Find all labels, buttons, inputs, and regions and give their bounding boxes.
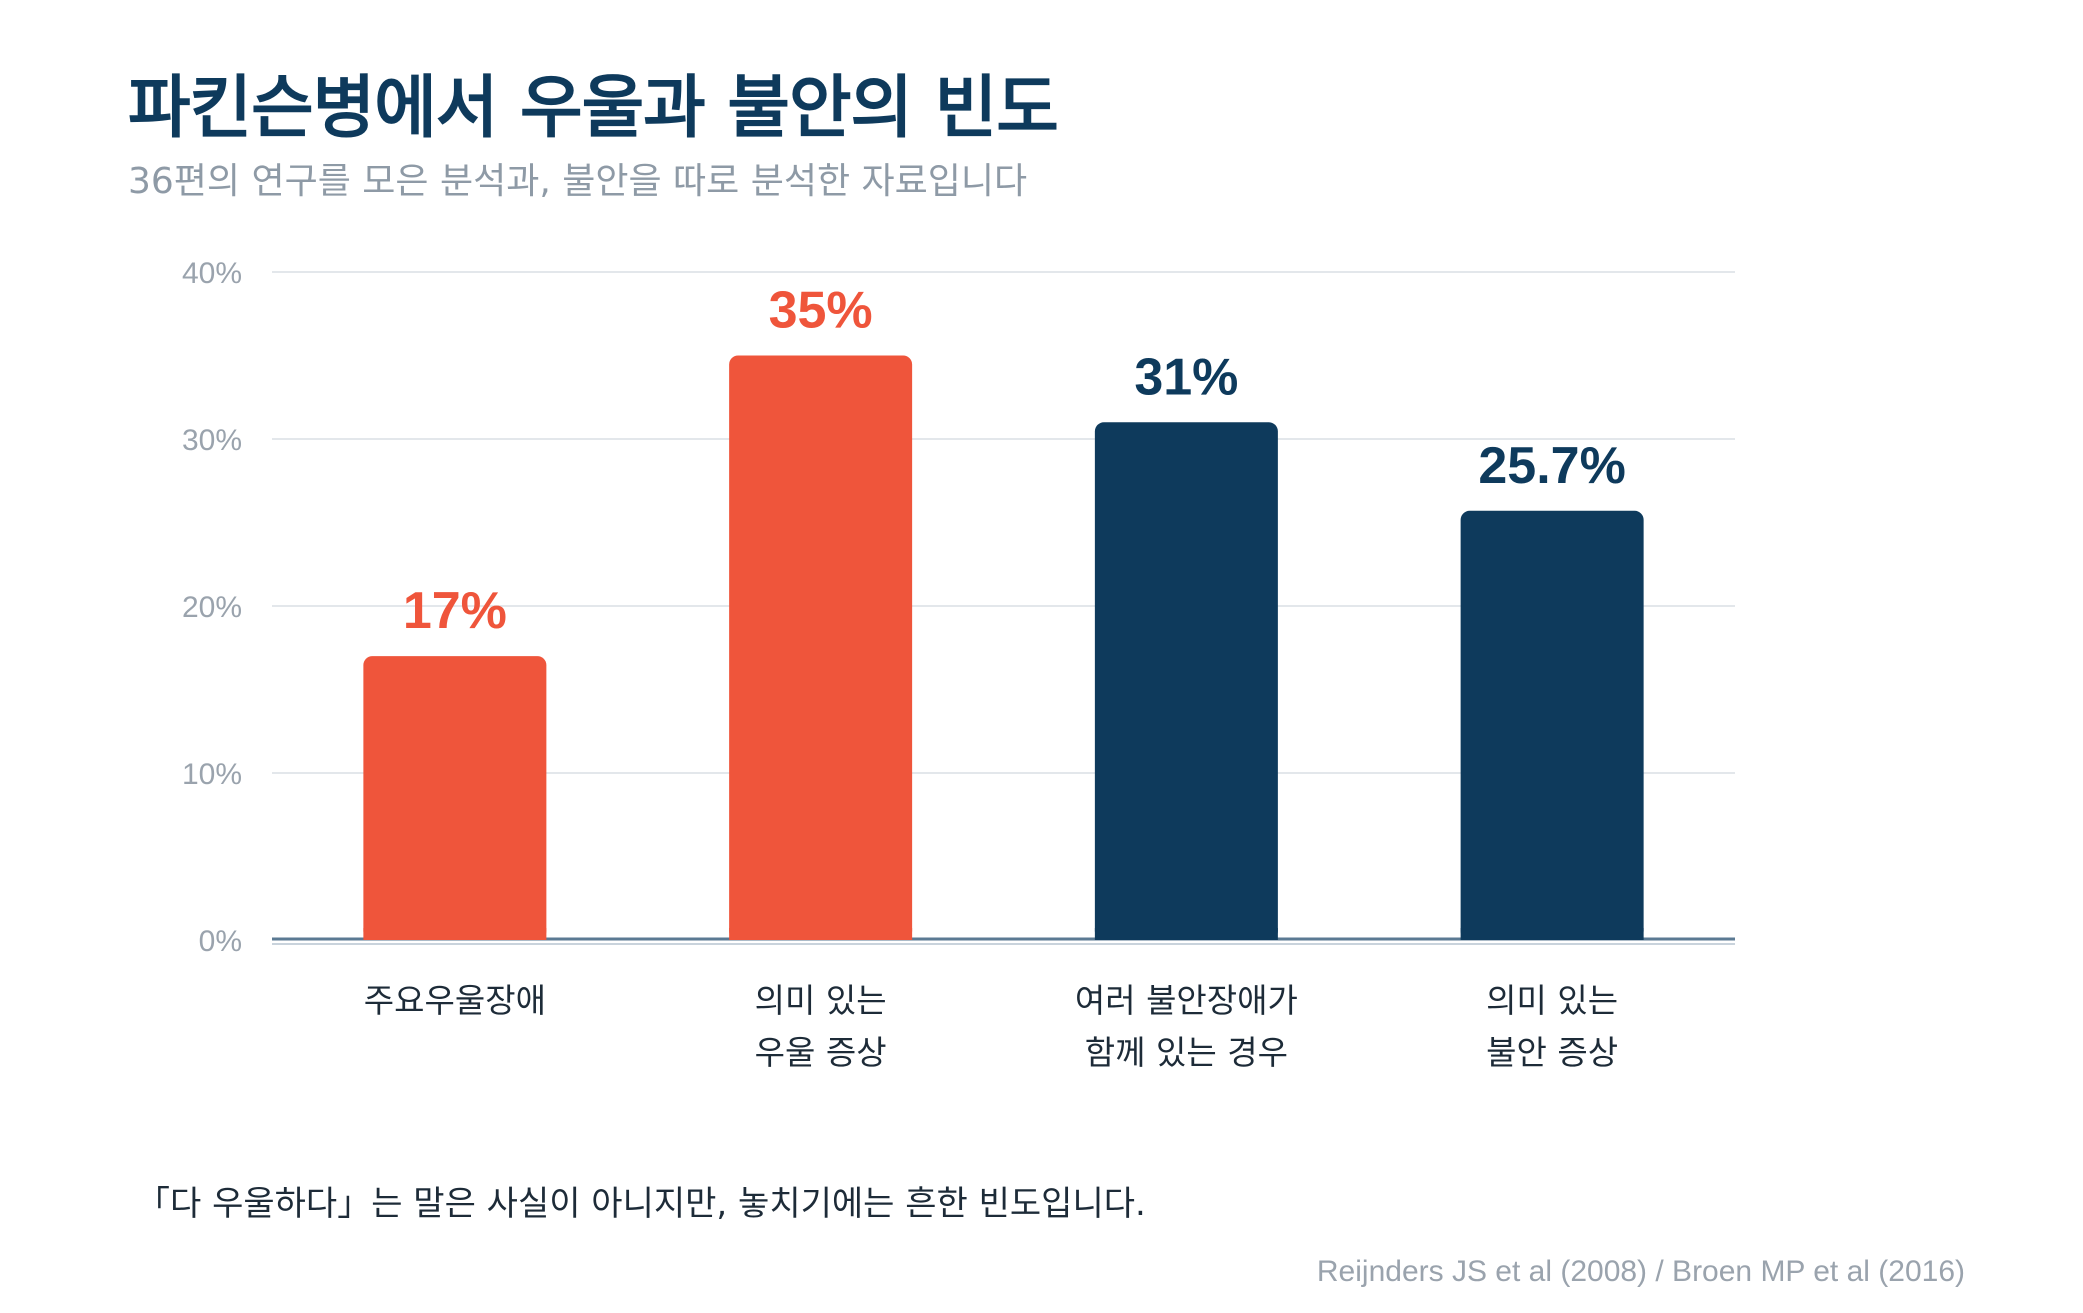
y-axis-tick-labels: 0% 10% 20% 30% 40% bbox=[182, 257, 242, 958]
bars bbox=[363, 355, 1644, 940]
bar-base bbox=[729, 928, 913, 940]
bar bbox=[363, 656, 547, 940]
y-tick-label: 20% bbox=[182, 591, 242, 624]
bar-value-label: 31% bbox=[1134, 348, 1238, 406]
value-labels: 17% 35% 31% 25.7% bbox=[403, 282, 1626, 641]
category-label: 함께 있는 경우 bbox=[1085, 1033, 1288, 1072]
y-tick-label: 10% bbox=[182, 758, 242, 791]
y-tick-label: 30% bbox=[182, 424, 242, 457]
bar-value-label: 17% bbox=[403, 582, 507, 640]
bar-chart: 0% 10% 20% 30% 40% 17% 35% 31% 25.7% 주요우울장애 의미 있… bbox=[182, 257, 1735, 1072]
category-label: 불안 증상 bbox=[1486, 1033, 1618, 1072]
bar-value-label: 35% bbox=[769, 282, 873, 340]
chart-title: 파킨슨병에서 우울과 불안의 빈도 bbox=[128, 69, 1059, 148]
y-tick-label: 0% bbox=[199, 925, 242, 958]
category-label: 우울 증상 bbox=[755, 1033, 887, 1072]
bar-base bbox=[1460, 928, 1644, 940]
chart-subtitle: 36편의 연구를 모은 분석과, 불안을 따로 분석한 자료입니다 bbox=[128, 161, 1028, 202]
bar-value-label: 25.7% bbox=[1478, 437, 1625, 495]
category-label: 주요우울장애 bbox=[364, 981, 546, 1020]
bar bbox=[1460, 510, 1644, 940]
bar bbox=[729, 355, 913, 940]
bar bbox=[1094, 422, 1278, 940]
source-citation: Reijnders JS et al (2008) / Broen MP et … bbox=[1316, 1255, 1965, 1288]
footnote: 「다 우울하다」는 말은 사실이 아니지만, 놓치기에는 흔한 빈도입니다. bbox=[136, 1184, 1146, 1224]
category-label: 의미 있는 bbox=[755, 981, 887, 1020]
category-label: 의미 있는 bbox=[1486, 981, 1618, 1020]
bar-base bbox=[363, 928, 547, 940]
y-tick-label: 40% bbox=[182, 257, 242, 290]
bar-base bbox=[1094, 928, 1278, 940]
category-label: 여러 불안장애가 bbox=[1075, 981, 1298, 1020]
